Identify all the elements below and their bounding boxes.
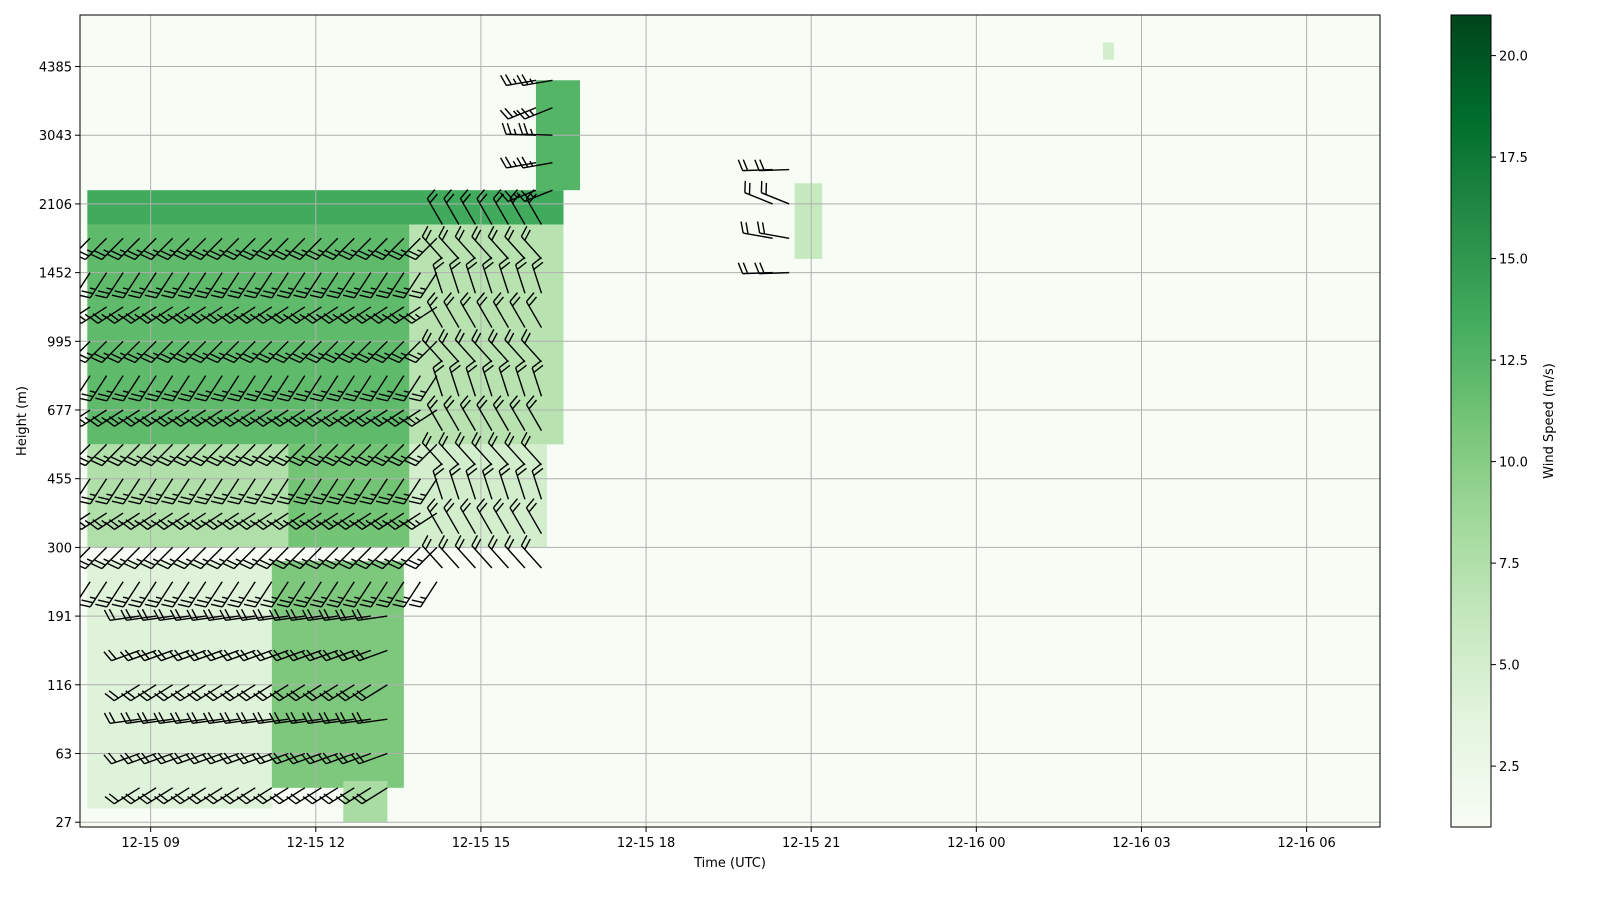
colorbar-tick-label: 20.0	[1499, 50, 1528, 65]
wind-barb-feather	[58, 358, 69, 363]
wind-barb-feather	[62, 457, 73, 462]
wind-barb-feather	[71, 559, 76, 561]
y-tick-label: 4385	[39, 61, 72, 76]
colorbar-tick-label: 5.0	[1499, 659, 1520, 674]
y-tick-label: 116	[47, 679, 72, 694]
x-axis-label: Time (UTC)	[693, 856, 766, 871]
wind-barb-feather	[62, 560, 73, 565]
wind-barb-feather	[58, 255, 69, 260]
wind-barb-feather	[71, 250, 76, 252]
y-tick-label: 63	[55, 747, 72, 762]
wind-barb-feather	[65, 291, 76, 294]
colorbar-gradient	[1451, 15, 1491, 827]
y-tick-label: 191	[47, 610, 72, 625]
wind-barb-feather	[65, 497, 76, 500]
wind-barb-feather	[58, 564, 69, 569]
x-tick-label: 12-15 21	[782, 836, 840, 851]
wind-barb-feather	[69, 314, 74, 318]
y-axis: 27 63 116 191 300 455 677 995 1452 2106 3043 4385	[39, 61, 80, 832]
wind-barb-feather	[62, 398, 73, 401]
wind-barb-feather	[62, 251, 73, 256]
y-tick-label: 27	[55, 816, 72, 831]
wind-barb-feather	[73, 288, 79, 289]
y-axis-label: Height (m)	[15, 386, 30, 456]
y-tick-label: 677	[47, 404, 72, 419]
wind-barb-feather	[71, 456, 76, 458]
colorbar: 2.5 5.0 7.5 10.0 12.5 15.0 17.5 20.0 Wind Speed…	[1451, 15, 1557, 827]
wind-barb-feather	[73, 597, 79, 598]
heatmap-cell	[1103, 42, 1114, 59]
heatmap-cell	[409, 444, 547, 547]
x-tick-label: 12-15 15	[452, 836, 510, 851]
colorbar-ticks: 2.5 5.0 7.5 10.0 12.5 15.0 17.5 20.0	[1491, 50, 1528, 776]
colorbar-tick-label: 12.5	[1499, 354, 1528, 369]
x-tick-label: 12-15 09	[121, 836, 179, 851]
wind-barb-feather	[58, 461, 69, 466]
y-tick-label: 2106	[39, 198, 72, 213]
x-tick-label: 12-15 12	[287, 836, 345, 851]
x-tick-label: 12-16 00	[947, 836, 1005, 851]
x-axis: 12-15 09 12-15 12 12-15 15 12-15 18 12-15 21…	[121, 827, 1335, 851]
wind-barb-feather	[62, 354, 73, 359]
wind-barb-feather	[69, 520, 74, 524]
x-tick-label: 12-15 18	[617, 836, 675, 851]
x-tick-label: 12-16 03	[1112, 836, 1170, 851]
colorbar-tick-label: 2.5	[1499, 760, 1520, 775]
wind-barb-feather	[65, 600, 76, 603]
y-tick-label: 1452	[39, 267, 72, 282]
heatmap-cell	[87, 190, 563, 224]
wind-barb-feather	[62, 501, 73, 504]
wind-barb-feather	[71, 353, 76, 355]
colorbar-tick-label: 7.5	[1499, 557, 1520, 572]
colorbar-tick-label: 15.0	[1499, 253, 1528, 268]
colorbar-label: Wind Speed (m/s)	[1542, 363, 1557, 479]
colorbar-tick-label: 17.5	[1499, 151, 1528, 166]
wind-barb-feather	[56, 316, 65, 323]
y-tick-label: 300	[47, 541, 72, 556]
wind-barb-feather	[62, 604, 73, 607]
wind-barb-feather	[73, 494, 79, 495]
wind-barb-feather	[62, 295, 73, 298]
wind-barb-feather	[65, 394, 76, 397]
colorbar-tick-label: 10.0	[1499, 456, 1528, 471]
heatmap-cell	[795, 183, 823, 259]
plot-area	[56, 15, 1380, 827]
y-tick-label: 3043	[39, 129, 72, 144]
x-tick-label: 12-16 06	[1277, 836, 1335, 851]
wind-barb-feather	[60, 520, 69, 527]
y-tick-label: 455	[47, 473, 72, 488]
wind-barb-feather	[73, 391, 79, 392]
y-tick-label: 995	[47, 335, 72, 350]
wind-barb-feather	[56, 522, 65, 529]
wind-barb-feather	[60, 314, 69, 321]
wind-barb-feather	[56, 419, 65, 426]
